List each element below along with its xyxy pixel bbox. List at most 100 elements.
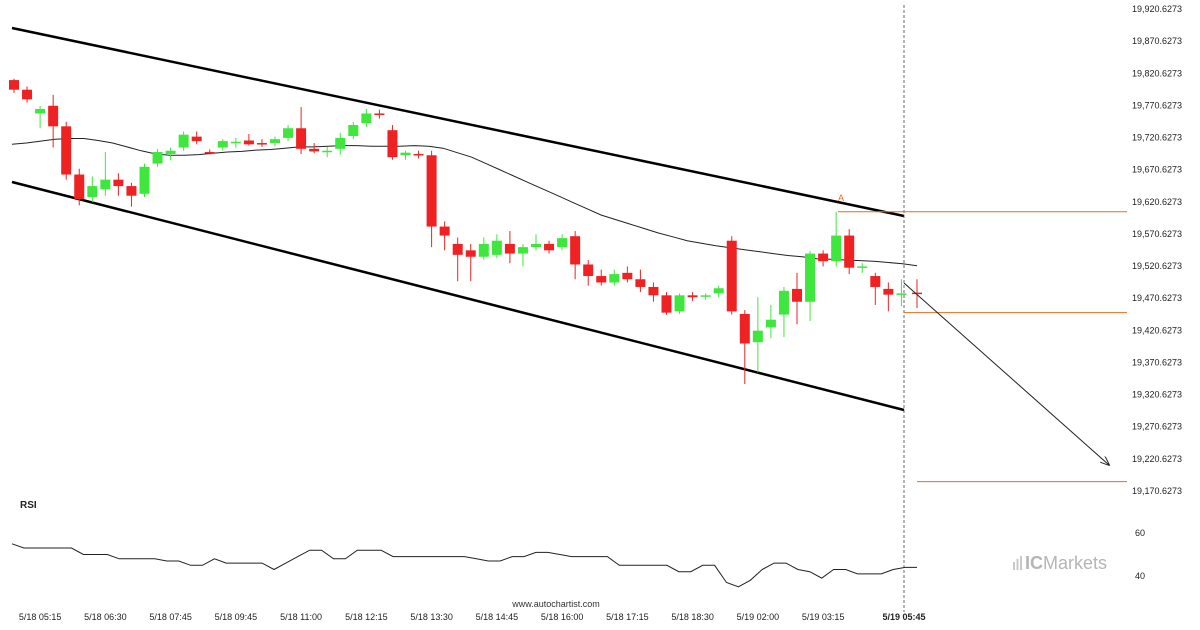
candle [765, 304, 776, 339]
candle [583, 259, 594, 286]
candle [452, 237, 463, 282]
candle [413, 150, 424, 159]
price-tick-label: 19,470.6273 [1132, 293, 1182, 303]
candle [87, 176, 98, 203]
candle [178, 131, 189, 151]
time-tick-label: 5/18 05:15 [19, 612, 62, 622]
candle [870, 272, 881, 305]
time-tick-label: 5/18 13:30 [410, 612, 453, 622]
annotations: A [838, 5, 1127, 612]
candle [348, 121, 359, 140]
candle [283, 125, 294, 142]
candle [713, 285, 724, 298]
candle [100, 152, 111, 196]
candle [531, 234, 541, 251]
candle [309, 143, 320, 154]
moving-average-line [11, 138, 918, 267]
channel-upper-line [11, 26, 905, 218]
candle [883, 282, 894, 312]
rsi-panel: RSI 60 40 [11, 500, 1145, 588]
candle [739, 310, 750, 384]
price-tick-label: 19,770.6273 [1132, 100, 1182, 110]
time-tick-label: 5/18 06:30 [84, 612, 127, 622]
svg-text:ICMarkets: ICMarkets [1025, 553, 1107, 573]
time-tick-label: 5/18 07:45 [149, 612, 192, 622]
candle [478, 237, 489, 260]
candle [661, 292, 672, 315]
time-tick-label: 5/18 12:15 [345, 612, 388, 622]
price-tick-label: 19,370.6273 [1132, 357, 1182, 367]
time-tick-label: 5/19 05:45 [882, 612, 925, 622]
rsi-line [11, 543, 917, 588]
candle [113, 173, 124, 196]
price-tick-label: 19,720.6273 [1132, 133, 1182, 143]
trend-channel [11, 26, 905, 412]
candle [622, 266, 633, 283]
time-tick-label: 5/18 09:45 [215, 612, 258, 622]
candle [596, 269, 607, 286]
candle [9, 78, 19, 93]
price-tick-label: 19,670.6273 [1132, 165, 1182, 175]
rsi-label: RSI [20, 500, 37, 511]
candle [557, 234, 568, 251]
time-tick-label: 5/18 18:30 [671, 612, 714, 622]
candle [191, 131, 202, 145]
price-tick-label: 19,320.6273 [1132, 390, 1182, 400]
candle [256, 139, 267, 147]
price-tick-label: 19,870.6273 [1132, 36, 1182, 46]
rsi-tick-label: 60 [1135, 528, 1145, 538]
candles [9, 78, 922, 384]
candle [544, 240, 555, 254]
candle [700, 293, 711, 300]
price-tick-label: 19,170.6273 [1132, 486, 1182, 496]
candle [296, 107, 307, 154]
rsi-tick-label: 40 [1135, 571, 1145, 581]
candle [687, 292, 698, 302]
time-tick-label: 5/19 03:15 [802, 612, 845, 622]
watermark-ic: IC [1025, 553, 1043, 573]
candle [778, 286, 789, 338]
candle [335, 132, 346, 155]
candle [818, 250, 829, 267]
candle [726, 236, 737, 315]
time-tick-label: 5/18 14:45 [476, 612, 519, 622]
candle [648, 282, 659, 302]
watermark: ICMarkets [1013, 553, 1107, 573]
channel-lower-line [11, 180, 905, 412]
price-tick-label: 19,620.6273 [1132, 197, 1182, 207]
candle [570, 231, 581, 280]
candle [400, 150, 411, 160]
price-tick-label: 19,920.6273 [1132, 4, 1182, 14]
candle [217, 139, 228, 151]
time-tick-label: 5/18 17:15 [606, 612, 649, 622]
candle [896, 279, 907, 307]
candle [635, 269, 646, 293]
price-tick-label: 19,420.6273 [1132, 325, 1182, 335]
candle [752, 297, 763, 373]
candle [674, 293, 685, 314]
candle [805, 250, 816, 322]
time-tick-label: 5/19 02:00 [737, 612, 780, 622]
candle [361, 108, 372, 127]
candle [439, 221, 450, 251]
time-tick-label: 5/18 11:00 [280, 612, 322, 622]
candle [230, 137, 241, 148]
candle [48, 94, 59, 148]
watermark-logo-icon [1013, 556, 1022, 570]
candle [609, 269, 620, 286]
price-tick-label: 19,570.6273 [1132, 229, 1182, 239]
candle [792, 272, 802, 325]
candle [126, 182, 137, 207]
marker-a-label: A [838, 193, 844, 203]
candle [22, 86, 33, 103]
candle [74, 168, 85, 206]
candle [857, 263, 868, 273]
current-candle [912, 279, 922, 309]
candle [517, 243, 528, 267]
candle [165, 147, 176, 161]
price-tick-label: 19,520.6273 [1132, 261, 1182, 271]
candle [504, 231, 515, 264]
time-axis: 5/18 05:15 5/18 06:30 5/18 07:45 5/18 09:45… [19, 612, 926, 622]
price-axis: 19,920.6273 19,870.6273 19,820.6273 19,770.… [1132, 4, 1182, 496]
